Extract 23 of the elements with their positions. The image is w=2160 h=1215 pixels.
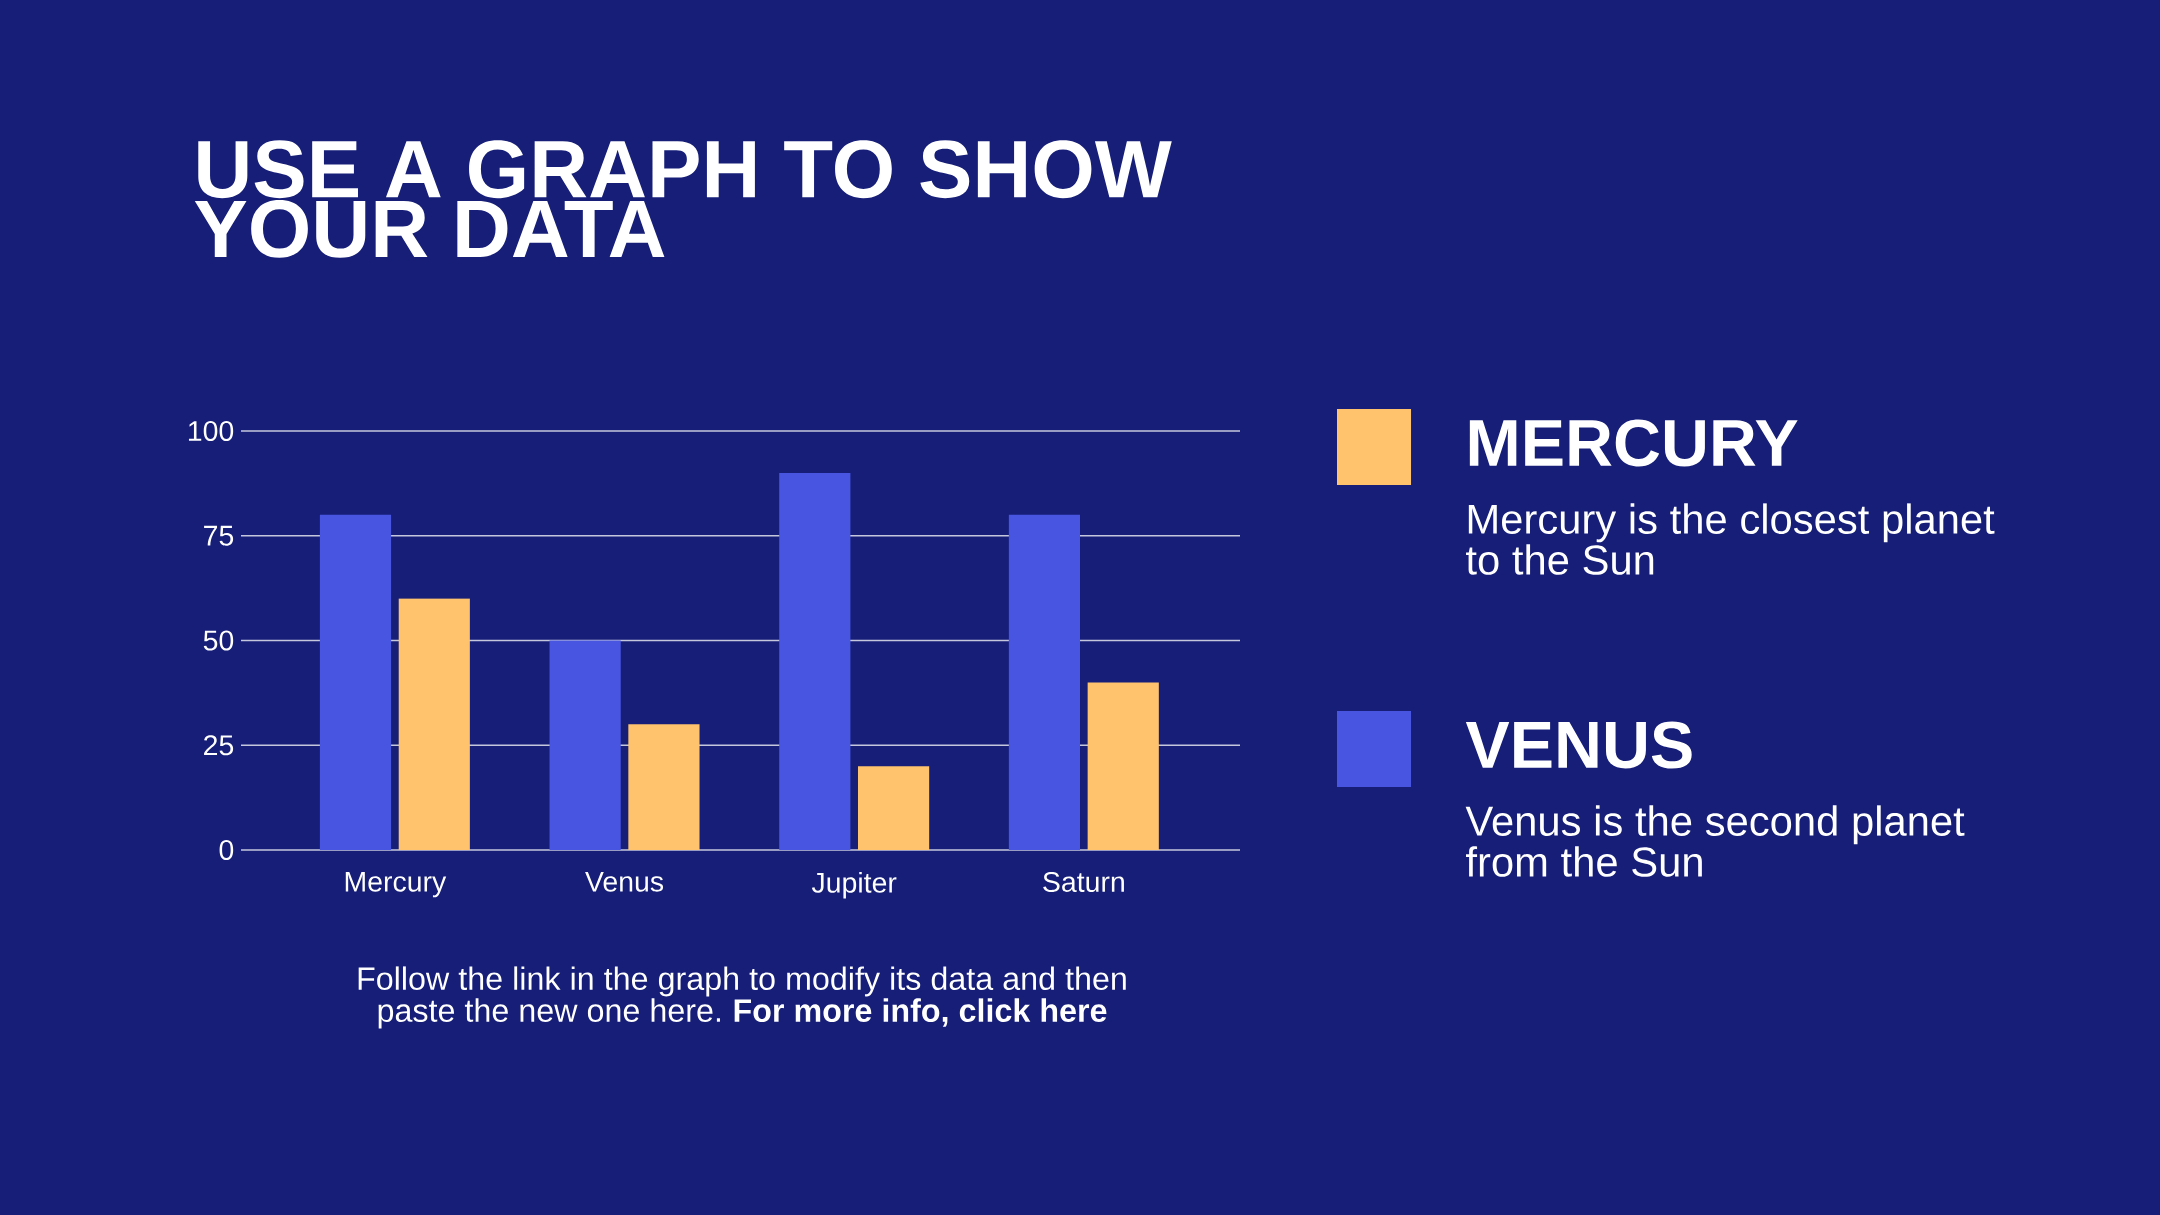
- bar: [857, 766, 930, 850]
- y-tick-label: 0: [219, 839, 234, 861]
- bar: [319, 514, 392, 850]
- legend-label: MERCURY: [1469, 419, 1798, 467]
- bar: [779, 472, 851, 850]
- bar: [1008, 514, 1081, 850]
- x-tick-label: Saturn: [1043, 871, 1124, 893]
- x-tick-label: Mercury: [345, 871, 447, 898]
- legend-label: VENUS: [1465, 721, 1692, 769]
- y-tick-label: 75: [204, 525, 234, 546]
- x-tick-label: Venus: [585, 871, 664, 892]
- bar: [1087, 682, 1159, 850]
- bar: [628, 724, 700, 850]
- y-tick-label: 50: [203, 630, 234, 651]
- x-tick-label: Jupiter: [811, 871, 897, 899]
- text: Venus is the second planet from the Sun: [1465, 805, 1965, 877]
- text: Mercury is the closest planet to the Sun: [1466, 503, 1995, 575]
- bar: [398, 598, 470, 850]
- y-tick-label: 100: [188, 420, 234, 442]
- bar: [549, 640, 621, 850]
- text: Follow the link in the graph to modify its data and then paste the new one here. For more info, click here: [358, 966, 1126, 1029]
- y-tick-label: 25: [204, 735, 234, 756]
- chart-title: USE A GRAPH TO SHOW YOUR DATA: [194, 140, 1172, 258]
